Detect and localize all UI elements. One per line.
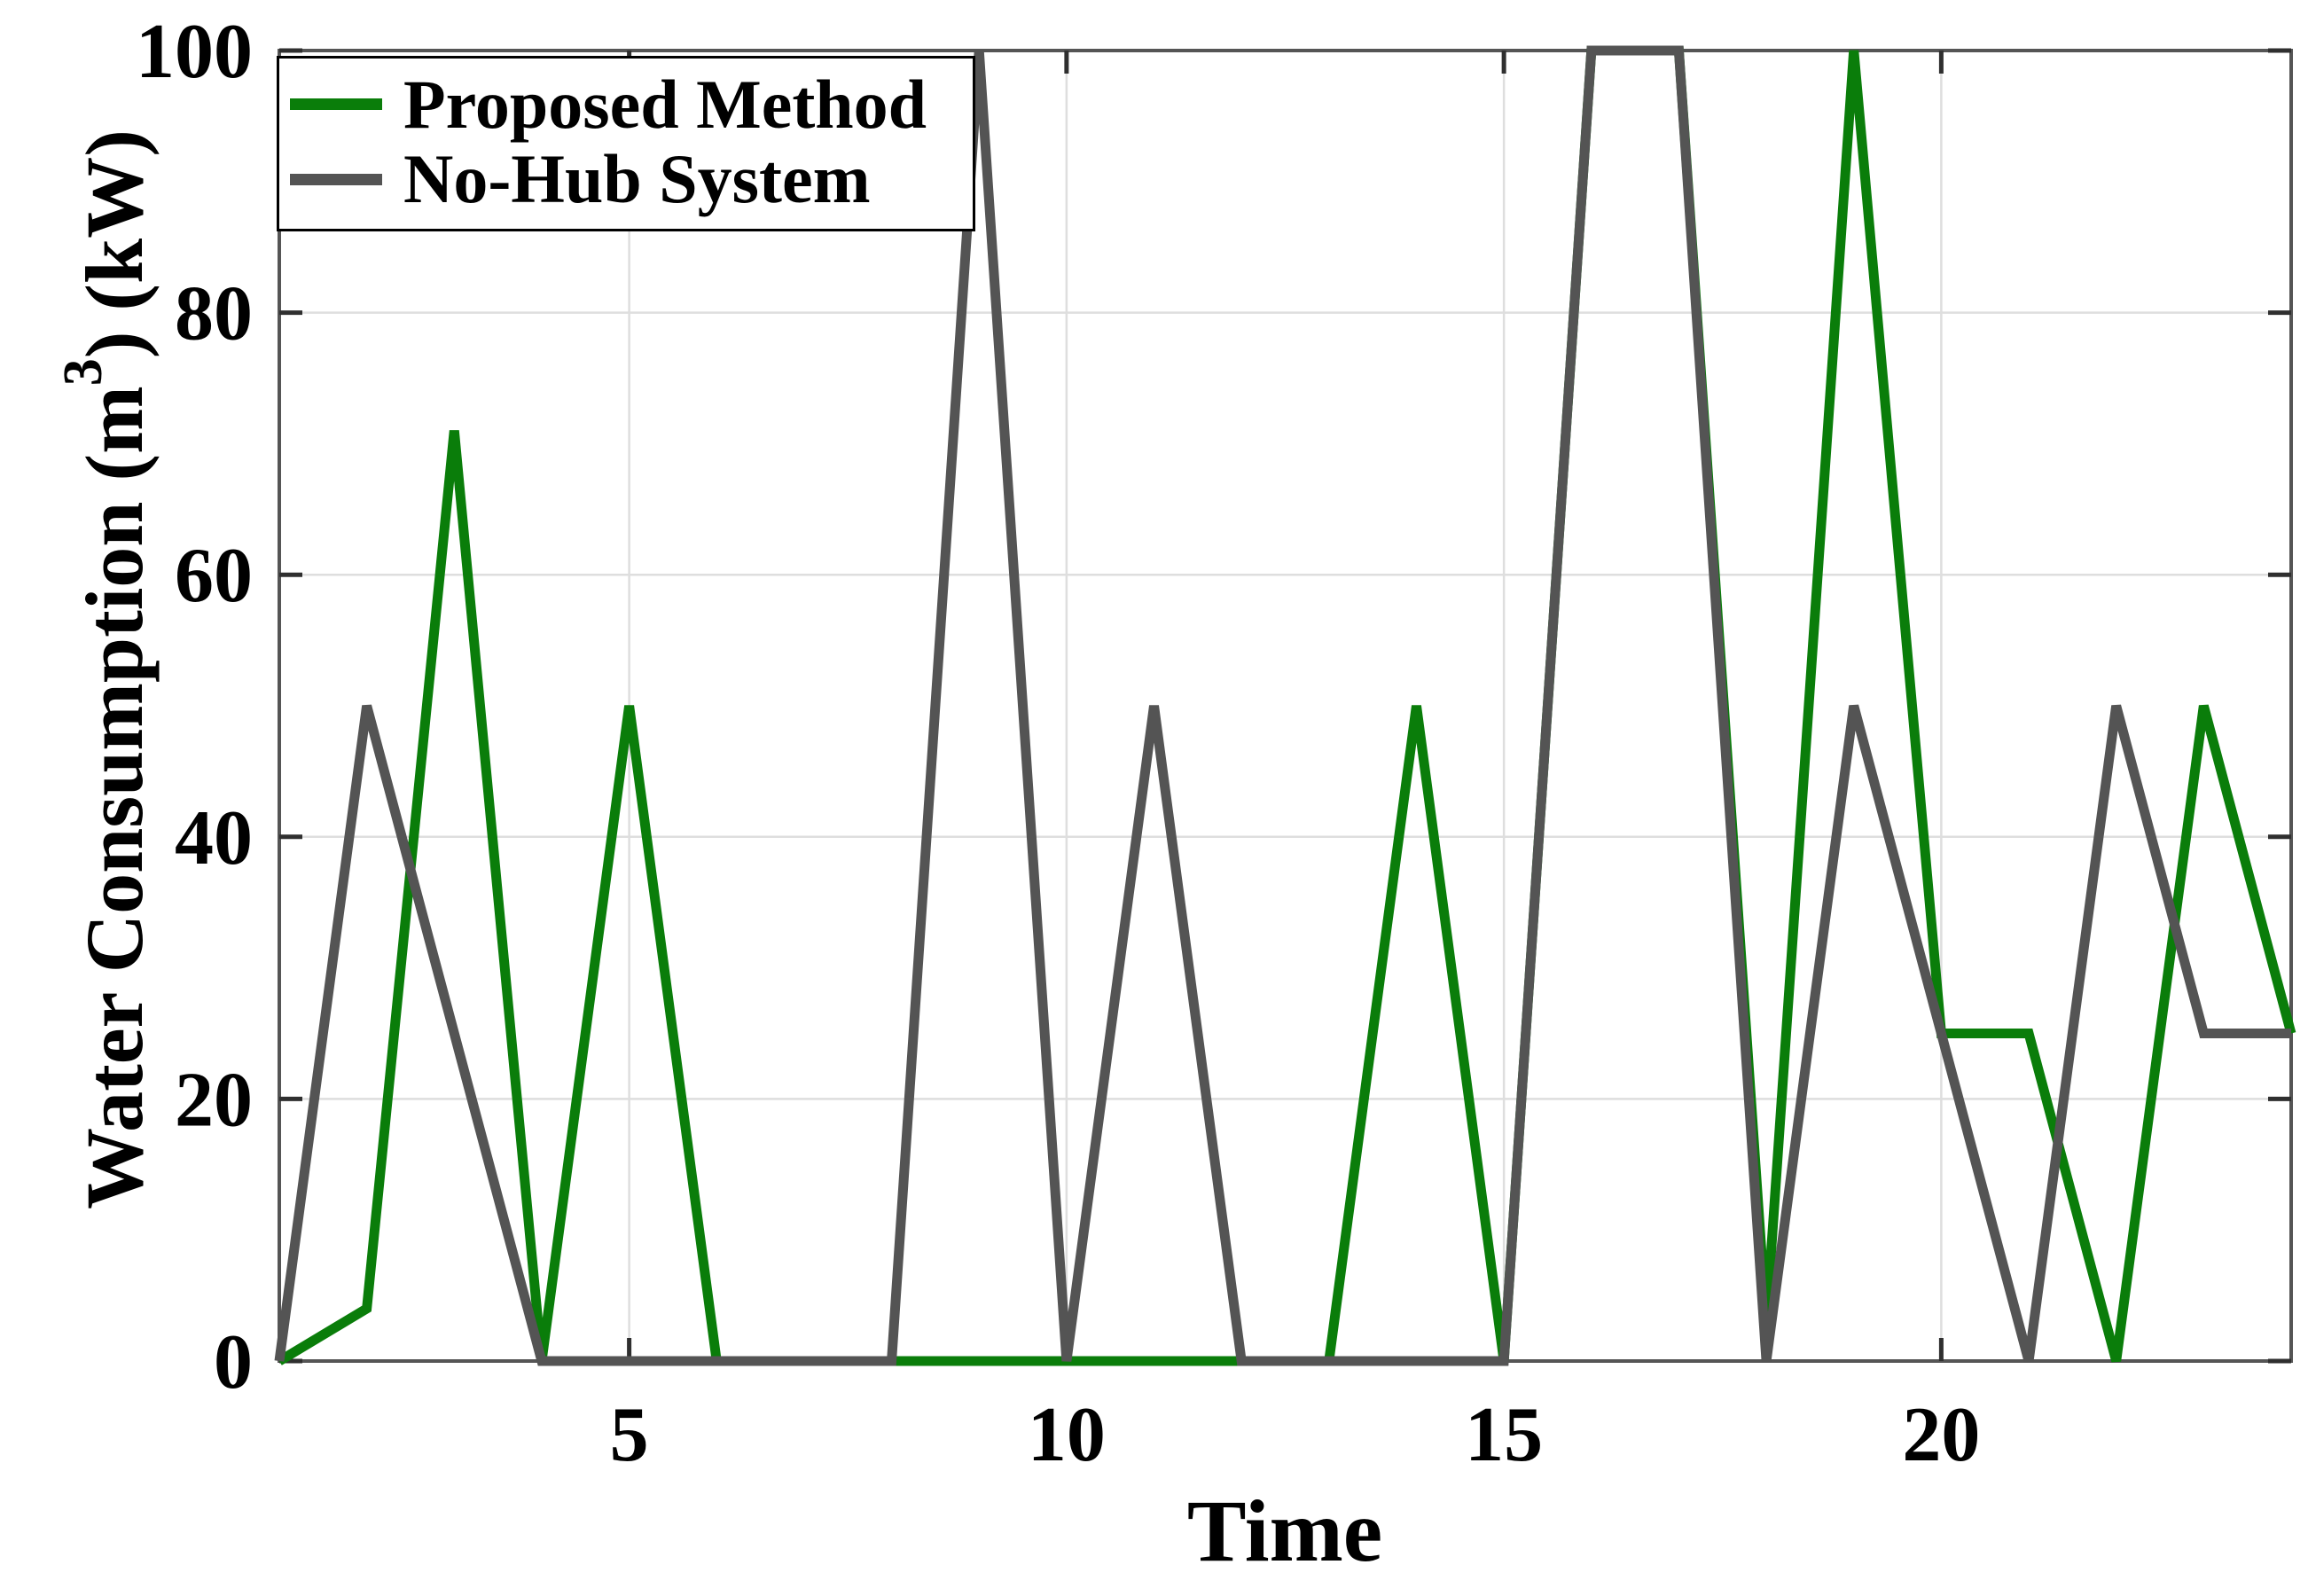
legend: Proposed Method No-Hub System <box>277 56 975 231</box>
y-axis-label: Water Consumption (m3) (kW) <box>35 0 160 1379</box>
x-tick-label: 10 <box>1028 1392 1106 1478</box>
y-tick-label: 100 <box>136 9 253 95</box>
x-axis-label: Time <box>1186 1482 1383 1580</box>
y-axis-label-prefix: Water Consumption (m <box>69 386 160 1209</box>
y-axis-label-superscript: 3 <box>53 358 113 387</box>
legend-line-proposed-method <box>290 98 382 111</box>
y-tick-label: 20 <box>175 1057 253 1143</box>
y-tick-label: 80 <box>175 271 253 357</box>
y-axis-label-suffix: ) (kW) <box>69 129 160 359</box>
y-tick-label: 60 <box>175 533 253 619</box>
y-tick-label: 0 <box>214 1319 253 1405</box>
legend-item-proposed-method: Proposed Method <box>290 65 973 143</box>
x-tick-label: 5 <box>610 1392 649 1478</box>
x-tick-label: 15 <box>1465 1392 1543 1478</box>
x-tick-label: 20 <box>1902 1392 1980 1478</box>
legend-line-no-hub-system <box>290 173 382 185</box>
y-tick-label: 40 <box>175 795 253 881</box>
series-line-no-hub-system <box>274 45 2291 1366</box>
legend-label-proposed-method: Proposed Method <box>403 65 927 143</box>
legend-item-no-hub-system: No-Hub System <box>290 145 973 214</box>
legend-label-no-hub-system: No-Hub System <box>403 140 871 218</box>
